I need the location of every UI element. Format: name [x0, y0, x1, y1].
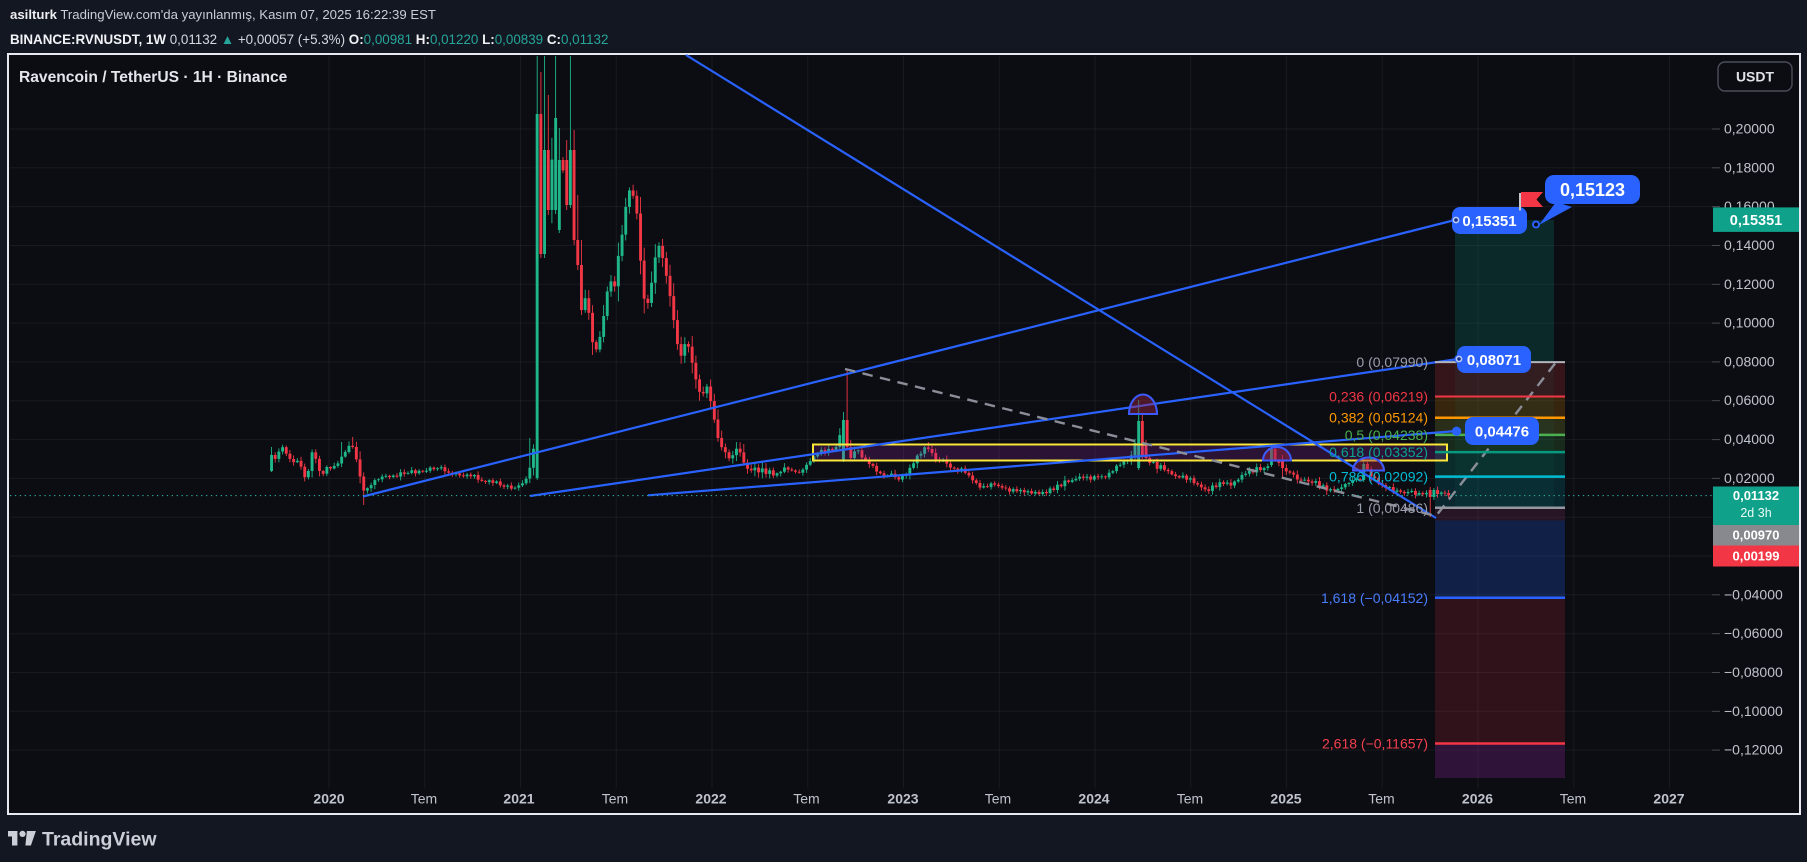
- svg-text:0,06000: 0,06000: [1724, 392, 1775, 408]
- svg-text:2d 3h: 2d 3h: [1740, 506, 1771, 520]
- svg-text:−0,12000: −0,12000: [1724, 742, 1783, 758]
- svg-text:Tem: Tem: [985, 791, 1011, 807]
- svg-text:Tem: Tem: [1368, 791, 1394, 807]
- svg-text:0,02000: 0,02000: [1724, 470, 1775, 486]
- svg-text:0,18000: 0,18000: [1724, 159, 1775, 175]
- svg-text:2,618 (−0,11657): 2,618 (−0,11657): [1322, 736, 1428, 752]
- svg-text:−0,08000: −0,08000: [1724, 664, 1783, 680]
- svg-text:0,08071: 0,08071: [1467, 352, 1521, 369]
- svg-text:0,20000: 0,20000: [1724, 121, 1775, 137]
- svg-text:0,15351: 0,15351: [1462, 213, 1516, 230]
- svg-text:0,786 (0,02092): 0,786 (0,02092): [1329, 469, 1428, 485]
- svg-text:0,00199: 0,00199: [1733, 549, 1780, 564]
- svg-text:0,382 (0,05124): 0,382 (0,05124): [1329, 410, 1428, 426]
- svg-text:Ravencoin / TetherUS · 1H · Bi: Ravencoin / TetherUS · 1H · Binance: [19, 69, 288, 86]
- svg-text:0,12000: 0,12000: [1724, 276, 1775, 292]
- svg-text:Tem: Tem: [1560, 791, 1586, 807]
- svg-text:BINANCE:RVNUSDT, 1W 0,01132 ▲: BINANCE:RVNUSDT, 1W 0,01132 ▲ +0,00057 (…: [10, 32, 608, 47]
- svg-text:2022: 2022: [695, 791, 726, 807]
- svg-text:Tem: Tem: [411, 791, 437, 807]
- svg-text:TradingView: TradingView: [42, 829, 157, 851]
- svg-text:2027: 2027: [1653, 791, 1684, 807]
- svg-text:−0,10000: −0,10000: [1724, 703, 1783, 719]
- svg-text:2020: 2020: [313, 791, 344, 807]
- svg-text:1 (0,00486): 1 (0,00486): [1356, 500, 1428, 516]
- svg-text:2026: 2026: [1462, 791, 1493, 807]
- svg-text:0,04000: 0,04000: [1724, 431, 1775, 447]
- svg-text:2024: 2024: [1078, 791, 1109, 807]
- svg-text:Tem: Tem: [602, 791, 628, 807]
- svg-text:0,236 (0,06219): 0,236 (0,06219): [1329, 389, 1428, 405]
- svg-text:0,00970: 0,00970: [1733, 528, 1780, 543]
- svg-text:1,618 (−0,04152): 1,618 (−0,04152): [1321, 590, 1428, 606]
- svg-text:−0,04000: −0,04000: [1724, 586, 1783, 602]
- svg-text:2023: 2023: [887, 791, 918, 807]
- svg-text:0,618 (0,03352): 0,618 (0,03352): [1329, 444, 1428, 460]
- svg-text:0,15123: 0,15123: [1560, 180, 1625, 200]
- svg-text:0,14000: 0,14000: [1724, 237, 1775, 253]
- svg-text:0,04476: 0,04476: [1475, 423, 1529, 440]
- svg-text:USDT: USDT: [1736, 69, 1775, 85]
- svg-text:Tem: Tem: [793, 791, 819, 807]
- svg-text:0,10000: 0,10000: [1724, 315, 1775, 331]
- svg-text:0,15351: 0,15351: [1730, 213, 1782, 229]
- svg-text:2021: 2021: [503, 791, 534, 807]
- svg-text:0,5 (0,04238): 0,5 (0,04238): [1345, 427, 1428, 443]
- svg-text:Tem: Tem: [1177, 791, 1203, 807]
- svg-text:0 (0,07990): 0 (0,07990): [1356, 354, 1428, 370]
- svg-text:2025: 2025: [1270, 791, 1301, 807]
- svg-text:−0,06000: −0,06000: [1724, 625, 1783, 641]
- svg-text:0,01132: 0,01132: [1733, 488, 1779, 503]
- svg-text:0,08000: 0,08000: [1724, 353, 1775, 369]
- svg-text:asilturk TradingView.com'da ya: asilturk TradingView.com'da yayınlanmış,…: [10, 7, 436, 22]
